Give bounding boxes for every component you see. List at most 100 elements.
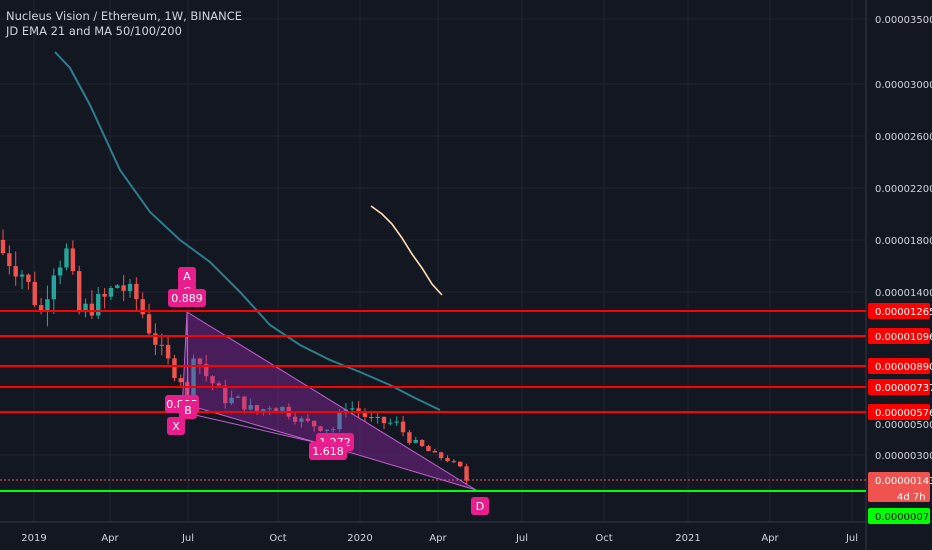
candle-body: [394, 421, 399, 423]
candle-body: [121, 285, 126, 291]
level-price-label: 0.00001265: [875, 307, 932, 318]
pattern-label-x-box: [167, 417, 185, 435]
time-tick-label: 2020: [347, 533, 372, 544]
price-tick-label: 0.00002200: [875, 184, 932, 195]
candle-body: [229, 397, 234, 404]
candle-body: [159, 344, 164, 346]
candle-body: [70, 248, 76, 272]
candle-body: [57, 267, 63, 276]
candle-body: [146, 314, 152, 334]
price-tick-label: 0.00001400: [875, 288, 932, 299]
candle-body: [248, 405, 253, 410]
candle-body: [369, 416, 374, 419]
candle-body: [7, 253, 12, 267]
ratio-label-ac-box: [168, 289, 206, 307]
time-tick-label: 2019: [21, 533, 46, 544]
time-tick-label: Oct: [595, 533, 612, 544]
candle-body: [83, 303, 88, 313]
green-price-tag: [868, 508, 930, 524]
candle-body: [210, 376, 215, 384]
time-tick-label: Apr: [429, 533, 447, 544]
current-price-label: 0.00000143: [875, 476, 932, 487]
candle-body: [134, 283, 139, 300]
candle-body: [311, 420, 317, 427]
candle-body: [127, 283, 133, 291]
level-price-label: 0.00001096: [875, 332, 932, 343]
ma-line: [54, 51, 441, 411]
price-tick-label: 0.00003500: [875, 15, 932, 26]
candle-body: [108, 288, 114, 297]
candle-body: [77, 271, 82, 313]
time-tick-label: Jul: [845, 533, 858, 544]
candle-body: [388, 422, 393, 424]
candle-body: [331, 429, 336, 431]
candle-body: [197, 358, 203, 365]
candle-body: [464, 466, 469, 481]
candle-body: [350, 408, 355, 410]
candle-body: [178, 378, 183, 383]
ratio-label-ac: 0.889: [171, 292, 203, 305]
candle-body: [223, 385, 228, 404]
price-tick-label: 0.00003000: [875, 80, 932, 91]
candle-body: [432, 450, 437, 453]
candle-body: [299, 418, 304, 422]
candle-body: [458, 461, 463, 467]
candle-body: [318, 426, 323, 431]
price-tick-label: 0.00000300: [875, 451, 932, 462]
time-tick-label: Jul: [181, 533, 194, 544]
candle-body: [38, 305, 44, 312]
candle-body: [292, 416, 298, 422]
candle-body: [51, 275, 56, 300]
candle-body: [0, 240, 6, 254]
candle-body: [102, 293, 107, 297]
time-tick-label: Jul: [515, 533, 528, 544]
candle-body: [184, 382, 190, 400]
chart-title: Nucleus Vision / Ethereum, 1W, BINANCE: [6, 9, 243, 23]
ema-line: [370, 205, 443, 296]
ratio-label-xd-box: [309, 442, 347, 460]
candle-body: [451, 461, 457, 463]
pattern-label-b-box: [179, 401, 197, 419]
candle-body: [242, 396, 247, 410]
pattern-xc-line: [181, 411, 319, 444]
level-price-tag: [868, 303, 930, 319]
green-price-label: 0.00000073: [875, 512, 932, 523]
current-price-tag: [868, 472, 930, 502]
candle-body: [45, 299, 50, 312]
time-tick-label: Oct: [269, 533, 286, 544]
candle-body: [337, 412, 342, 430]
level-price-tag: [868, 358, 930, 374]
candle-body: [356, 408, 361, 412]
candle-body: [254, 405, 260, 414]
level-price-tag: [868, 379, 930, 395]
candle-body: [64, 248, 69, 268]
candle-body: [362, 411, 368, 417]
candle-body: [400, 421, 406, 433]
candle-body: [32, 281, 37, 306]
candle-body: [381, 416, 387, 423]
candle-body: [191, 358, 196, 400]
candle-body: [89, 303, 95, 316]
candle-body: [280, 406, 285, 411]
candle-body: [413, 439, 418, 443]
pattern-label-a: A: [183, 270, 191, 283]
pattern-label-d-box: [471, 497, 489, 515]
indicator-label: JD EMA 21 and MA 50/100/200: [6, 24, 182, 38]
level-price-label: 0.00000576: [875, 408, 932, 419]
candle-body: [438, 452, 444, 458]
candle-body: [305, 418, 310, 421]
pattern-label-d: D: [476, 500, 484, 513]
candle-body: [375, 416, 380, 419]
time-tick-label: Apr: [101, 533, 119, 544]
pattern-label-x: X: [172, 420, 180, 433]
pattern-label-a-box: [178, 267, 196, 285]
candle-body: [172, 358, 177, 379]
candle-body: [204, 364, 209, 377]
candle-body: [165, 344, 171, 359]
candle-body: [216, 383, 222, 386]
level-price-label: 0.00000890: [875, 362, 932, 373]
candle-body: [115, 285, 120, 289]
candle-body: [153, 333, 158, 345]
